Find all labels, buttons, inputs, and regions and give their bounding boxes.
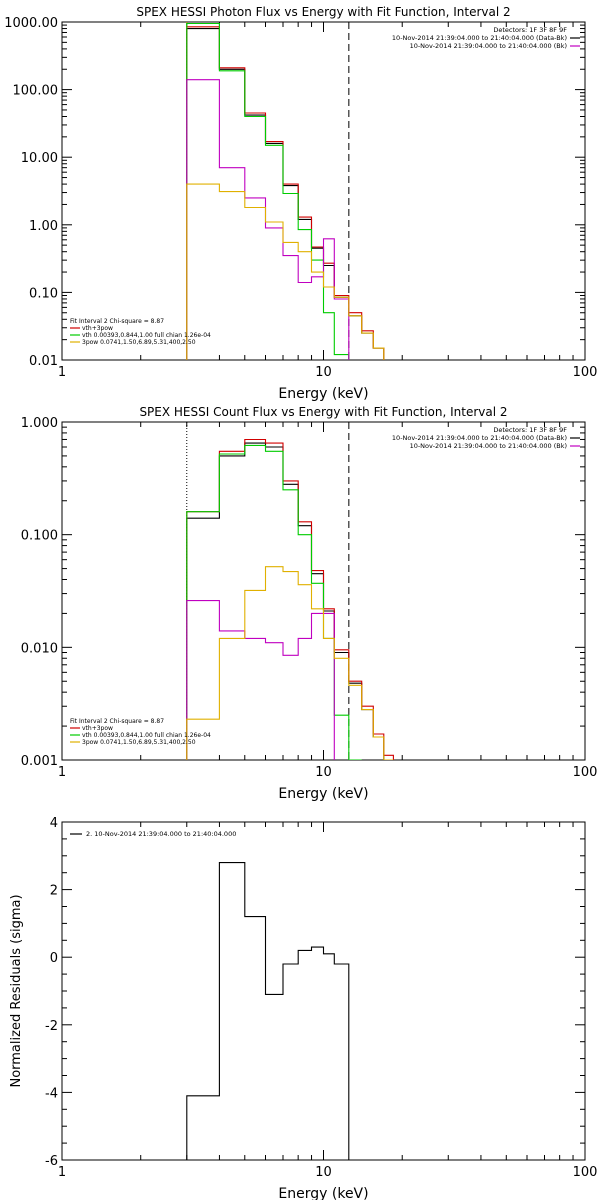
legend-entry: vth 0.00393,0.844,1.00 full chian 1.26e-… [82, 332, 211, 339]
y-tick-label: 10.00 [21, 151, 58, 166]
x-tick-label: 100 [573, 1165, 598, 1180]
x-tick-label: 10 [315, 365, 332, 380]
y-tick-label: 1.00 [29, 219, 58, 234]
x-axis-label: Energy (keV) [278, 1186, 368, 1200]
plot-frame [61, 821, 586, 1161]
series-line-2 [186, 438, 394, 760]
x-tick-label: 100 [573, 365, 598, 380]
series-line-4 [186, 79, 350, 360]
x-tick-label: 10 [315, 765, 332, 780]
y-tick-label: -6 [45, 1154, 58, 1169]
plot-panel-1: SPEX HESSI Photon Flux vs Energy with Fi… [4, 5, 597, 402]
legend-entry: vth+3pow [82, 725, 113, 732]
y-tick-label: 100.00 [13, 84, 59, 99]
legend-entry: 10-Nov-2014 21:39:04.000 to 21:40:04.000… [392, 34, 567, 42]
legend-entry: 10-Nov-2014 21:39:04.000 to 21:40:04.000… [410, 442, 567, 450]
series-line-3 [186, 444, 362, 760]
x-tick-label: 1 [58, 765, 66, 780]
y-tick-label: 4 [50, 816, 58, 831]
y-tick-label: 0.01 [29, 354, 58, 369]
legend-entry: Detectors: 1F 3F 8F 9F [493, 26, 567, 34]
legend-entry: 10-Nov-2014 21:39:04.000 to 21:40:04.000… [392, 434, 567, 442]
x-tick-label: 1 [58, 1165, 66, 1180]
y-tick-label: 2 [50, 884, 58, 899]
y-tick-label: 0.010 [21, 641, 58, 656]
x-tick-label: 1 [58, 365, 66, 380]
legend-entry: 3pow 0.0741,1.50,6.89,5.31,400,2.50 [82, 339, 196, 346]
legend-entry: 10-Nov-2014 21:39:04.000 to 21:40:04.000… [410, 42, 567, 50]
series-line-5 [186, 183, 385, 360]
series-group [186, 862, 350, 1160]
x-axis-label: Energy (keV) [278, 786, 368, 802]
series-line-1 [186, 862, 350, 1160]
chart-title: SPEX HESSI Count Flux vs Energy with Fit… [139, 405, 507, 419]
series-group [186, 438, 394, 760]
plot-panel-3: Energy (keV) Normalized Residuals (sigma)… [9, 816, 597, 1200]
y-axis-label: Normalized Residuals (sigma) [9, 894, 24, 1087]
y-tick-label: 0.100 [21, 529, 58, 544]
x-tick-label: 100 [573, 765, 598, 780]
x-tick-label: 10 [315, 1165, 332, 1180]
series-line-4 [186, 600, 335, 760]
legend-entry: vth+3pow [82, 325, 113, 332]
x-axis-label: Energy (keV) [278, 386, 368, 402]
legend-entry: Fit Interval 2 Chi-square = 8.87 [70, 318, 164, 325]
y-tick-label: 0 [50, 951, 58, 966]
series-line-1 [186, 28, 385, 360]
series-line-5 [186, 566, 394, 760]
y-tick-label: 0.001 [21, 754, 58, 769]
series-line-3 [186, 22, 350, 360]
legend-entry: vth 0.00393,0.844,1.00 full chian 1.26e-… [82, 732, 211, 739]
plot-panel-2: SPEX HESSI Count Flux vs Energy with Fit… [21, 405, 598, 802]
chart-title: SPEX HESSI Photon Flux vs Energy with Fi… [136, 5, 510, 19]
legend-entry: 3pow 0.0741,1.50,6.89,5.31,400,2.50 [82, 739, 196, 746]
y-tick-label: 1000.00 [4, 16, 58, 31]
legend-entry: 2. 10-Nov-2014 21:39:04.000 to 21:40:04.… [86, 830, 236, 838]
series-group [186, 22, 385, 360]
y-tick-label: 0.10 [29, 286, 58, 301]
y-tick-label: -4 [45, 1086, 58, 1101]
legend-entry: Detectors: 1F 3F 8F 9F [493, 426, 567, 434]
y-tick-label: 1.000 [21, 416, 58, 431]
legend-entry: Fit Interval 2 Chi-square = 8.87 [70, 718, 164, 725]
series-line-1 [186, 442, 394, 760]
y-tick-label: -2 [45, 1019, 58, 1034]
